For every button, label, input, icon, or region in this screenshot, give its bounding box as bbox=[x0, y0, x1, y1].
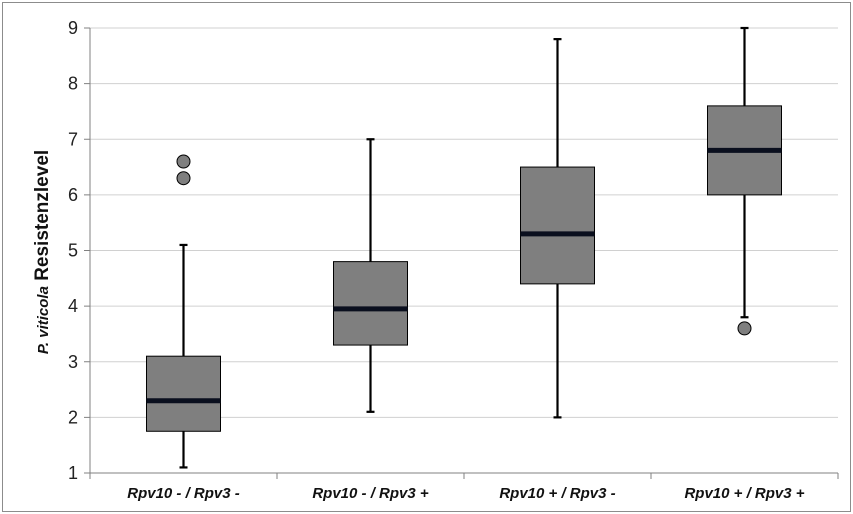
y-tick-label: 6 bbox=[68, 185, 78, 205]
y-tick-label: 5 bbox=[68, 241, 78, 261]
category-label: Rpv10 + / Rpv3 - bbox=[499, 485, 615, 502]
category-label: Rpv10 - / Rpv3 + bbox=[312, 485, 429, 502]
y-axis-title-rest: Resistenzlevel bbox=[32, 150, 53, 286]
box-group bbox=[520, 38, 595, 419]
y-tick-label: 9 bbox=[68, 18, 78, 38]
iqr-box bbox=[520, 166, 595, 285]
category-labels: Rpv10 - / Rpv3 - Rpv10 - / Rpv3 + Rpv10 + … bbox=[127, 485, 805, 502]
boxes bbox=[146, 26, 782, 469]
y-tick-label: 2 bbox=[68, 407, 78, 427]
y-tick-labels: 1 2 3 4 5 6 7 8 9 bbox=[68, 18, 78, 483]
y-tick-label: 8 bbox=[68, 74, 78, 94]
box-group bbox=[333, 138, 408, 413]
outlier-point bbox=[737, 321, 752, 336]
box-group bbox=[146, 154, 221, 469]
outlier-point bbox=[176, 171, 191, 186]
box-group bbox=[707, 26, 782, 336]
y-axis-title: P. viticola Resistenzlevel bbox=[32, 150, 53, 354]
y-tick-label: 3 bbox=[68, 352, 78, 372]
y-tick-label: 7 bbox=[68, 129, 78, 149]
iqr-box bbox=[333, 261, 408, 346]
y-axis-title-italic: P. viticola bbox=[35, 286, 52, 354]
iqr-box bbox=[146, 355, 221, 432]
outlier-point bbox=[176, 154, 191, 169]
axes bbox=[84, 27, 839, 479]
category-label: Rpv10 + / Rpv3 + bbox=[684, 485, 804, 502]
y-tick-label: 4 bbox=[68, 296, 78, 316]
category-label: Rpv10 - / Rpv3 - bbox=[127, 485, 240, 502]
y-tick-label: 1 bbox=[68, 463, 78, 483]
